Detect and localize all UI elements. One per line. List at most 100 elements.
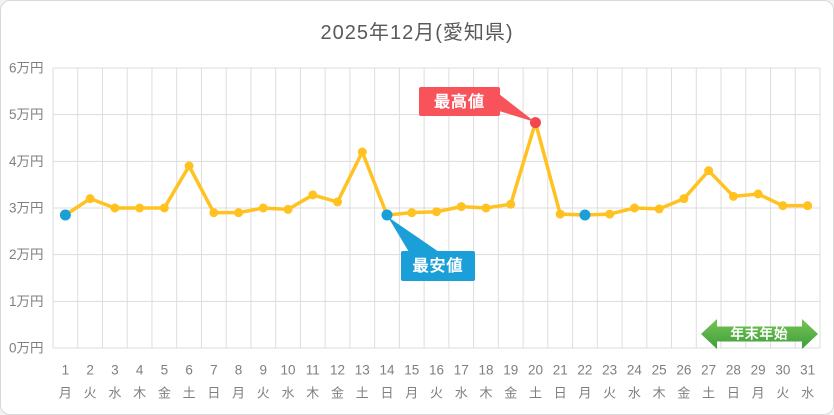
x-axis-day-label: 3 (111, 363, 119, 378)
x-axis-weekday-label: 火 (257, 386, 270, 401)
x-axis-weekday-label: 金 (504, 386, 517, 401)
x-axis-weekday-label: 金 (158, 386, 171, 401)
max-callout-box (419, 87, 500, 116)
x-axis-weekday-label: 木 (133, 386, 146, 401)
x-axis-weekday-label: 火 (84, 386, 97, 401)
x-axis-weekday-label: 月 (405, 386, 418, 401)
x-axis-weekday-label: 木 (653, 386, 666, 401)
x-axis-day-label: 23 (602, 363, 617, 378)
data-point (506, 199, 516, 209)
x-axis-weekday-label: 金 (677, 386, 690, 401)
data-point (629, 203, 639, 213)
min-price-point (59, 209, 71, 221)
x-axis-weekday-label: 月 (578, 386, 591, 401)
x-axis-weekday-label: 火 (603, 386, 616, 401)
data-point (333, 197, 343, 207)
x-axis-weekday-label: 土 (702, 386, 715, 401)
x-axis-day-label: 17 (454, 363, 469, 378)
x-axis-day-label: 8 (235, 363, 243, 378)
x-axis-weekday-label: 日 (727, 386, 740, 401)
x-axis-weekday-label: 木 (479, 386, 492, 401)
x-axis-weekday-label: 土 (183, 386, 196, 401)
x-axis-day-label: 2 (86, 363, 94, 378)
x-axis-day-label: 7 (210, 363, 218, 378)
data-point (432, 207, 441, 217)
x-axis-day-label: 6 (185, 363, 193, 378)
x-axis-weekday-label: 火 (776, 386, 789, 401)
x-axis-day-label: 19 (503, 363, 518, 378)
data-point (258, 203, 268, 213)
x-axis-day-label: 16 (429, 363, 444, 378)
data-point (209, 208, 219, 218)
x-axis-day-label: 5 (161, 363, 169, 378)
x-axis-day-label: 18 (478, 363, 493, 378)
x-axis-day-label: 26 (676, 363, 691, 378)
x-axis-weekday-label: 水 (455, 386, 468, 401)
data-point (654, 204, 664, 214)
data-point (357, 147, 367, 157)
max-callout-pointer (499, 94, 535, 122)
x-axis-weekday-label: 日 (554, 386, 567, 401)
max-callout-label: 最高値 (434, 92, 485, 111)
y-axis-label: 0万円 (9, 341, 44, 356)
x-axis-day-label: 11 (306, 363, 320, 378)
x-axis-weekday-label: 日 (381, 386, 394, 401)
x-axis-weekday-label: 水 (628, 386, 641, 401)
data-point (605, 209, 615, 219)
x-axis-weekday-label: 水 (282, 386, 295, 401)
data-point (555, 209, 565, 219)
data-point (456, 202, 466, 212)
x-axis-weekday-label: 土 (529, 386, 542, 401)
x-axis-weekday-label: 金 (331, 386, 344, 401)
x-axis-day-label: 28 (726, 363, 741, 378)
data-point (234, 208, 244, 218)
x-axis-weekday-label: 火 (430, 386, 443, 401)
data-point (110, 203, 120, 213)
x-axis-day-label: 10 (281, 363, 296, 378)
data-point (184, 161, 194, 171)
data-point (159, 203, 169, 213)
x-axis-weekday-label: 月 (59, 386, 72, 401)
x-axis-day-label: 9 (260, 363, 268, 378)
min-callout: 最安値 (388, 217, 475, 281)
x-axis-day-label: 4 (136, 363, 144, 378)
x-axis-day-label: 31 (800, 363, 815, 378)
y-axis-label: 6万円 (9, 61, 44, 76)
year-end-period-label: 年末年始 (731, 326, 789, 342)
x-axis-weekday-label: 土 (356, 386, 369, 401)
x-axis-weekday-label: 日 (207, 386, 220, 401)
x-axis-day-label: 12 (330, 363, 345, 378)
data-point (481, 203, 491, 213)
data-point (753, 189, 763, 199)
min-price-point (579, 209, 591, 221)
data-point (704, 166, 714, 176)
max-callout: 最高値 (419, 87, 535, 122)
x-axis-day-label: 24 (627, 363, 643, 378)
min-callout-label: 最安値 (412, 256, 463, 275)
x-axis-day-label: 22 (577, 363, 592, 378)
x-axis-weekday-label: 水 (801, 386, 814, 401)
min-price-point (381, 209, 393, 221)
y-axis-label: 4万円 (9, 154, 44, 169)
data-point (679, 194, 689, 204)
x-axis-day-label: 14 (380, 363, 396, 378)
data-point (728, 191, 738, 201)
chart-title: 2025年12月(愛知県) (320, 22, 514, 44)
x-axis-weekday-label: 木 (306, 386, 319, 401)
y-axis-label: 2万円 (9, 247, 44, 262)
x-axis-day-label: 29 (751, 363, 766, 378)
data-point (778, 201, 788, 211)
data-point (407, 208, 417, 218)
x-axis-day-label: 27 (701, 363, 716, 378)
data-point (135, 203, 145, 213)
y-axis-label: 5万円 (9, 107, 44, 122)
x-axis-day-label: 1 (62, 363, 70, 378)
x-axis-day-label: 25 (652, 363, 667, 378)
data-point (85, 194, 95, 204)
x-axis-day-label: 21 (553, 363, 568, 378)
x-axis-day-label: 20 (528, 363, 543, 378)
min-callout-pointer (388, 217, 439, 252)
double-arrow-shape (701, 319, 818, 349)
